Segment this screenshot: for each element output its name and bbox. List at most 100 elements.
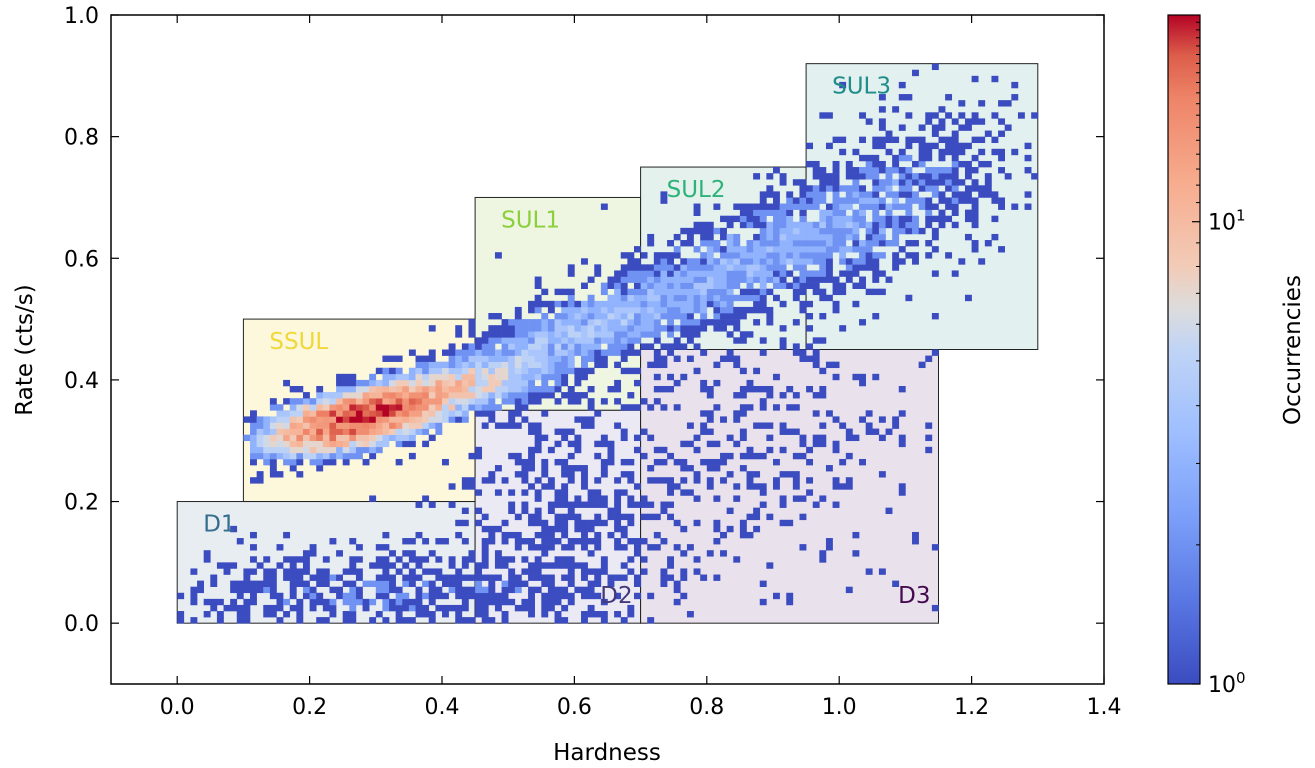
- histogram-cell: [581, 319, 588, 326]
- histogram-cell: [766, 185, 774, 192]
- histogram-cell: [726, 507, 734, 515]
- histogram-cell: [693, 221, 701, 229]
- histogram-cell: [812, 185, 820, 192]
- axis-ticks: 0.0 0.2 0.4 0.6 0.8 1.0 1.2 1.40.00.20.40.60.81…: [64, 4, 1122, 720]
- histogram-cell: [892, 106, 900, 113]
- histogram-cell: [627, 458, 635, 466]
- histogram-cell: [442, 404, 449, 411]
- histogram-cell: [746, 294, 754, 302]
- histogram-cell: [369, 416, 377, 423]
- histogram-cell: [316, 598, 324, 606]
- histogram-cell: [541, 562, 549, 569]
- histogram-cell: [581, 519, 588, 527]
- histogram-cell: [693, 319, 701, 326]
- histogram-cell: [534, 294, 542, 302]
- histogram-cell: [845, 258, 853, 265]
- histogram-cell: [872, 136, 880, 144]
- histogram-cell: [885, 240, 893, 247]
- histogram-cell: [753, 264, 761, 271]
- y-tick-label: 0.0: [64, 612, 99, 637]
- histogram-cell: [766, 288, 774, 296]
- histogram-cell: [686, 227, 694, 235]
- histogram-cell: [336, 550, 343, 557]
- histogram-cell: [773, 477, 780, 484]
- histogram-cell: [210, 604, 218, 612]
- histogram-cell: [448, 385, 456, 393]
- histogram-cell: [614, 319, 622, 326]
- histogram-cell: [408, 367, 416, 375]
- histogram-cell: [369, 617, 377, 624]
- histogram-cell: [640, 288, 648, 296]
- histogram-cell: [468, 331, 476, 338]
- histogram-cell: [508, 392, 516, 399]
- histogram-cell: [799, 209, 807, 216]
- histogram-cell: [700, 349, 708, 356]
- histogram-cell: [845, 233, 853, 241]
- histogram-cell: [739, 404, 747, 411]
- histogram-cell: [581, 477, 588, 484]
- histogram-cell: [581, 471, 588, 478]
- histogram-cell: [541, 331, 549, 338]
- histogram-cell: [713, 404, 721, 411]
- histogram-cell: [594, 538, 602, 545]
- histogram-cell: [587, 313, 595, 320]
- histogram-cell: [594, 264, 602, 271]
- colorbar-tick-label: 101: [1208, 207, 1246, 236]
- histogram-cell: [475, 574, 483, 581]
- histogram-cell: [839, 215, 847, 223]
- histogram-cell: [561, 556, 569, 563]
- histogram-cell: [627, 294, 635, 302]
- histogram-cell: [521, 471, 529, 478]
- histogram-cell: [627, 604, 635, 612]
- histogram-cell: [667, 556, 674, 563]
- histogram-cell: [627, 519, 635, 527]
- histogram-cell: [614, 306, 622, 314]
- histogram-cell: [991, 75, 999, 83]
- histogram-cell: [859, 373, 866, 381]
- histogram-cell: [587, 294, 595, 302]
- histogram-cell: [706, 227, 714, 235]
- histogram-cell: [653, 544, 661, 551]
- histogram-cell: [296, 611, 304, 618]
- histogram-cell: [792, 404, 800, 411]
- histogram-cell: [336, 434, 343, 442]
- histogram-cell: [336, 428, 343, 435]
- histogram-cell: [905, 209, 913, 216]
- histogram-cell: [309, 550, 317, 557]
- histogram-cell: [739, 270, 747, 277]
- histogram-cell: [475, 404, 483, 411]
- histogram-cell: [806, 458, 814, 466]
- histogram-cell: [501, 422, 509, 429]
- histogram-cell: [898, 81, 906, 89]
- histogram-cell: [547, 367, 555, 375]
- histogram-cell: [951, 221, 959, 229]
- histogram-cell: [859, 379, 866, 387]
- region-label-sul1: SUL1: [501, 207, 560, 233]
- histogram-cell: [773, 282, 780, 289]
- histogram-cell: [442, 416, 449, 423]
- histogram-cell: [375, 398, 383, 405]
- histogram-cell: [250, 446, 257, 454]
- histogram-cell: [534, 385, 542, 393]
- histogram-cell: [839, 148, 847, 156]
- histogram-cell: [375, 544, 383, 551]
- histogram-cell: [971, 118, 979, 125]
- histogram-cell: [574, 306, 582, 314]
- histogram-cell: [243, 574, 251, 581]
- histogram-cell: [415, 611, 423, 618]
- histogram-cell: [739, 246, 747, 253]
- histogram-cell: [448, 556, 456, 563]
- histogram-cell: [541, 343, 549, 350]
- histogram-cell: [567, 361, 575, 369]
- histogram-cell: [812, 501, 820, 508]
- histogram-cell: [845, 452, 853, 460]
- histogram-cell: [786, 240, 794, 247]
- histogram-cell: [792, 428, 800, 435]
- histogram-cell: [468, 385, 476, 393]
- histogram-cell: [614, 611, 622, 618]
- histogram-cell: [276, 440, 284, 448]
- histogram-cell: [839, 227, 847, 235]
- histogram-cell: [998, 100, 1005, 107]
- histogram-cell: [574, 465, 582, 472]
- histogram-cell: [733, 416, 741, 423]
